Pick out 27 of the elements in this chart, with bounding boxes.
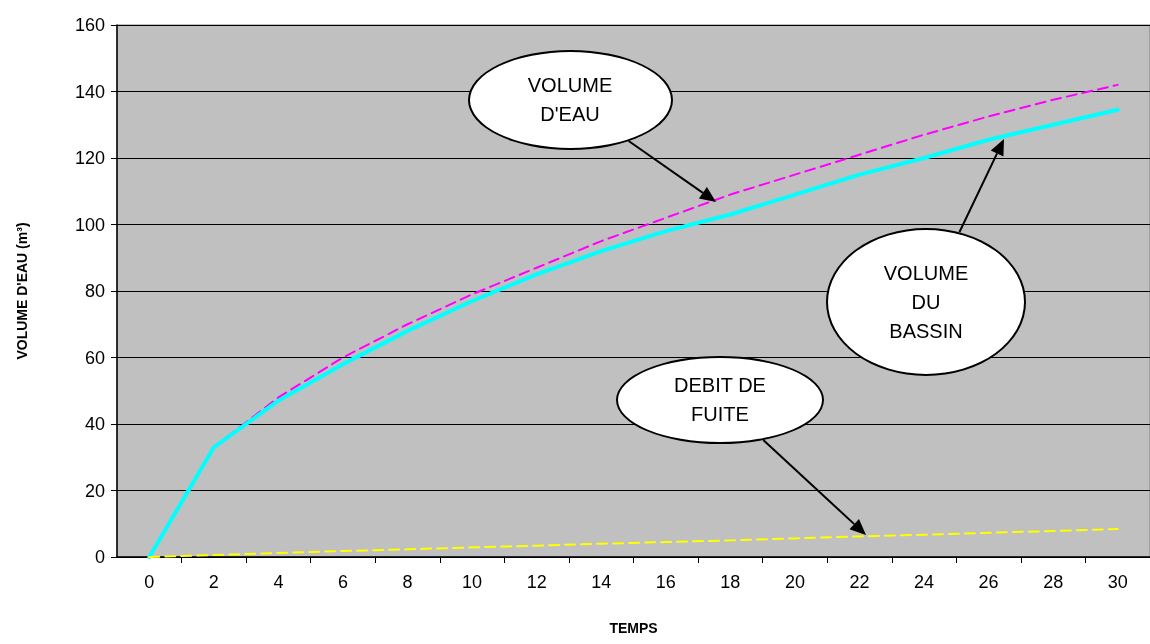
x-tick-label: 30 bbox=[1107, 572, 1128, 592]
x-tick-label: 0 bbox=[144, 572, 155, 592]
y-axis-title: VOLUME D'EAU (m³) bbox=[14, 222, 30, 360]
y-tick-label: 120 bbox=[74, 148, 105, 168]
y-tick-label: 100 bbox=[74, 214, 105, 235]
y-tick-label: 40 bbox=[84, 414, 105, 434]
x-tick-label: 26 bbox=[978, 572, 999, 592]
x-tick-label: 18 bbox=[720, 572, 741, 592]
x-tick-label: 4 bbox=[273, 572, 284, 592]
y-tick-label: 60 bbox=[84, 347, 105, 368]
y-tick-label: 20 bbox=[84, 480, 105, 501]
x-axis-title: TEMPS bbox=[609, 620, 658, 636]
y-tick-label: 160 bbox=[74, 15, 105, 35]
x-tick-label: 16 bbox=[655, 572, 676, 592]
y-tick-label: 0 bbox=[94, 547, 105, 567]
x-tick-label: 2 bbox=[208, 572, 219, 592]
x-tick-label: 8 bbox=[402, 572, 413, 592]
y-tick-label: 140 bbox=[74, 81, 105, 102]
x-tick-label: 10 bbox=[462, 572, 483, 592]
x-tick-label: 22 bbox=[849, 572, 870, 592]
x-tick-label: 14 bbox=[591, 572, 612, 592]
x-tick-label: 24 bbox=[914, 572, 935, 592]
x-tick-label: 6 bbox=[337, 572, 348, 592]
x-tick-label: 28 bbox=[1043, 572, 1064, 592]
y-tick-label: 80 bbox=[84, 281, 105, 301]
x-tick-label: 12 bbox=[526, 572, 547, 592]
x-tick-label: 20 bbox=[784, 572, 805, 592]
